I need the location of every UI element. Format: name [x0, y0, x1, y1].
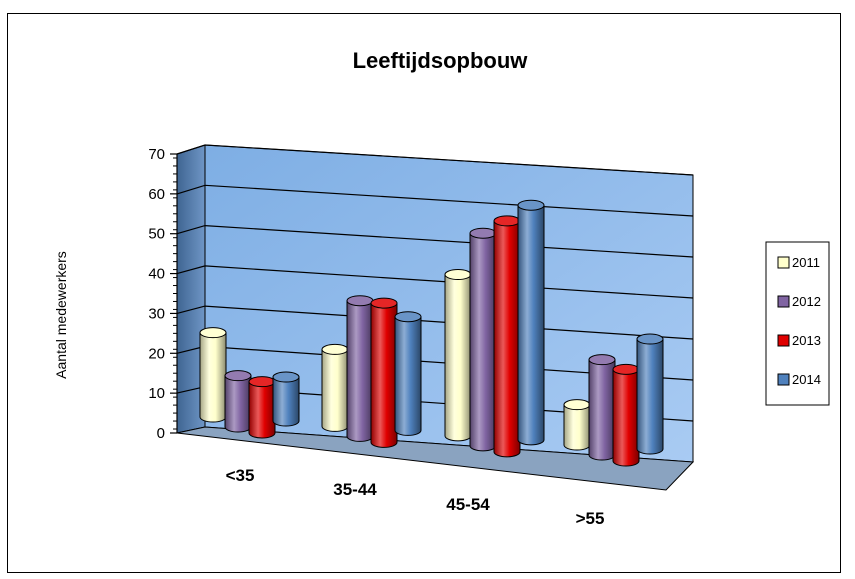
- legend-label: 2014: [792, 372, 821, 387]
- bar-2011-2: [444, 269, 472, 442]
- gridline: [176, 144, 694, 176]
- category-label: >55: [576, 509, 605, 528]
- category-label: <35: [226, 466, 255, 485]
- legend-swatch: [777, 256, 790, 269]
- y-tick-label: 70: [148, 146, 165, 163]
- y-tick-label: 10: [148, 385, 165, 402]
- y-axis-label: Aantal medewerkers: [53, 251, 69, 379]
- legend-label: 2011: [792, 255, 820, 270]
- bar-2011-3: [563, 399, 591, 451]
- bars: [199, 199, 664, 467]
- y-tick-label: 30: [148, 305, 165, 322]
- bar-2014-3: [636, 333, 664, 455]
- bar-2013-0: [248, 376, 276, 439]
- legend-entry-2013: 2013: [777, 333, 821, 348]
- bar-2012-2: [469, 227, 497, 452]
- legend: 2011 2012 2013 2014: [765, 241, 830, 406]
- legend-swatch: [777, 373, 790, 386]
- legend-entry-2011: 2011: [777, 255, 820, 270]
- category-labels: <35 35-44 45-54 >55: [226, 466, 605, 528]
- bar-2012-0: [224, 370, 252, 433]
- legend-box: [765, 241, 830, 406]
- bar-2012-3: [588, 354, 616, 461]
- legend-entry-2012: 2012: [777, 294, 821, 309]
- y-tick-label: 60: [148, 186, 165, 203]
- bar-2013-1: [370, 297, 398, 448]
- bar-2013-3: [612, 363, 640, 467]
- category-label: 35-44: [333, 480, 377, 499]
- legend-entry-2014: 2014: [777, 372, 821, 387]
- bar-2014-1: [394, 311, 422, 436]
- bar-2014-2: [517, 199, 545, 446]
- bar-2014-0: [272, 371, 300, 427]
- legend-swatch: [777, 334, 790, 347]
- legend-swatch: [777, 295, 790, 308]
- legend-label: 2012: [792, 294, 821, 309]
- y-tick-label: 50: [148, 226, 165, 243]
- bar-2011-1: [321, 343, 349, 432]
- y-tick-label: 0: [157, 425, 165, 442]
- bar-2012-1: [346, 295, 374, 442]
- bar-2011-0: [199, 327, 227, 423]
- y-tick-label: 20: [148, 345, 165, 362]
- legend-label: 2013: [792, 333, 821, 348]
- y-tick-label: 40: [148, 266, 165, 283]
- floor: [176, 426, 695, 491]
- chart-title: Leeftijdsopbouw: [353, 48, 529, 73]
- y-axis: 0 10 20 30 40 50 60 70: [148, 146, 178, 442]
- bar-2013-2: [493, 215, 521, 458]
- category-label: 45-54: [446, 495, 490, 514]
